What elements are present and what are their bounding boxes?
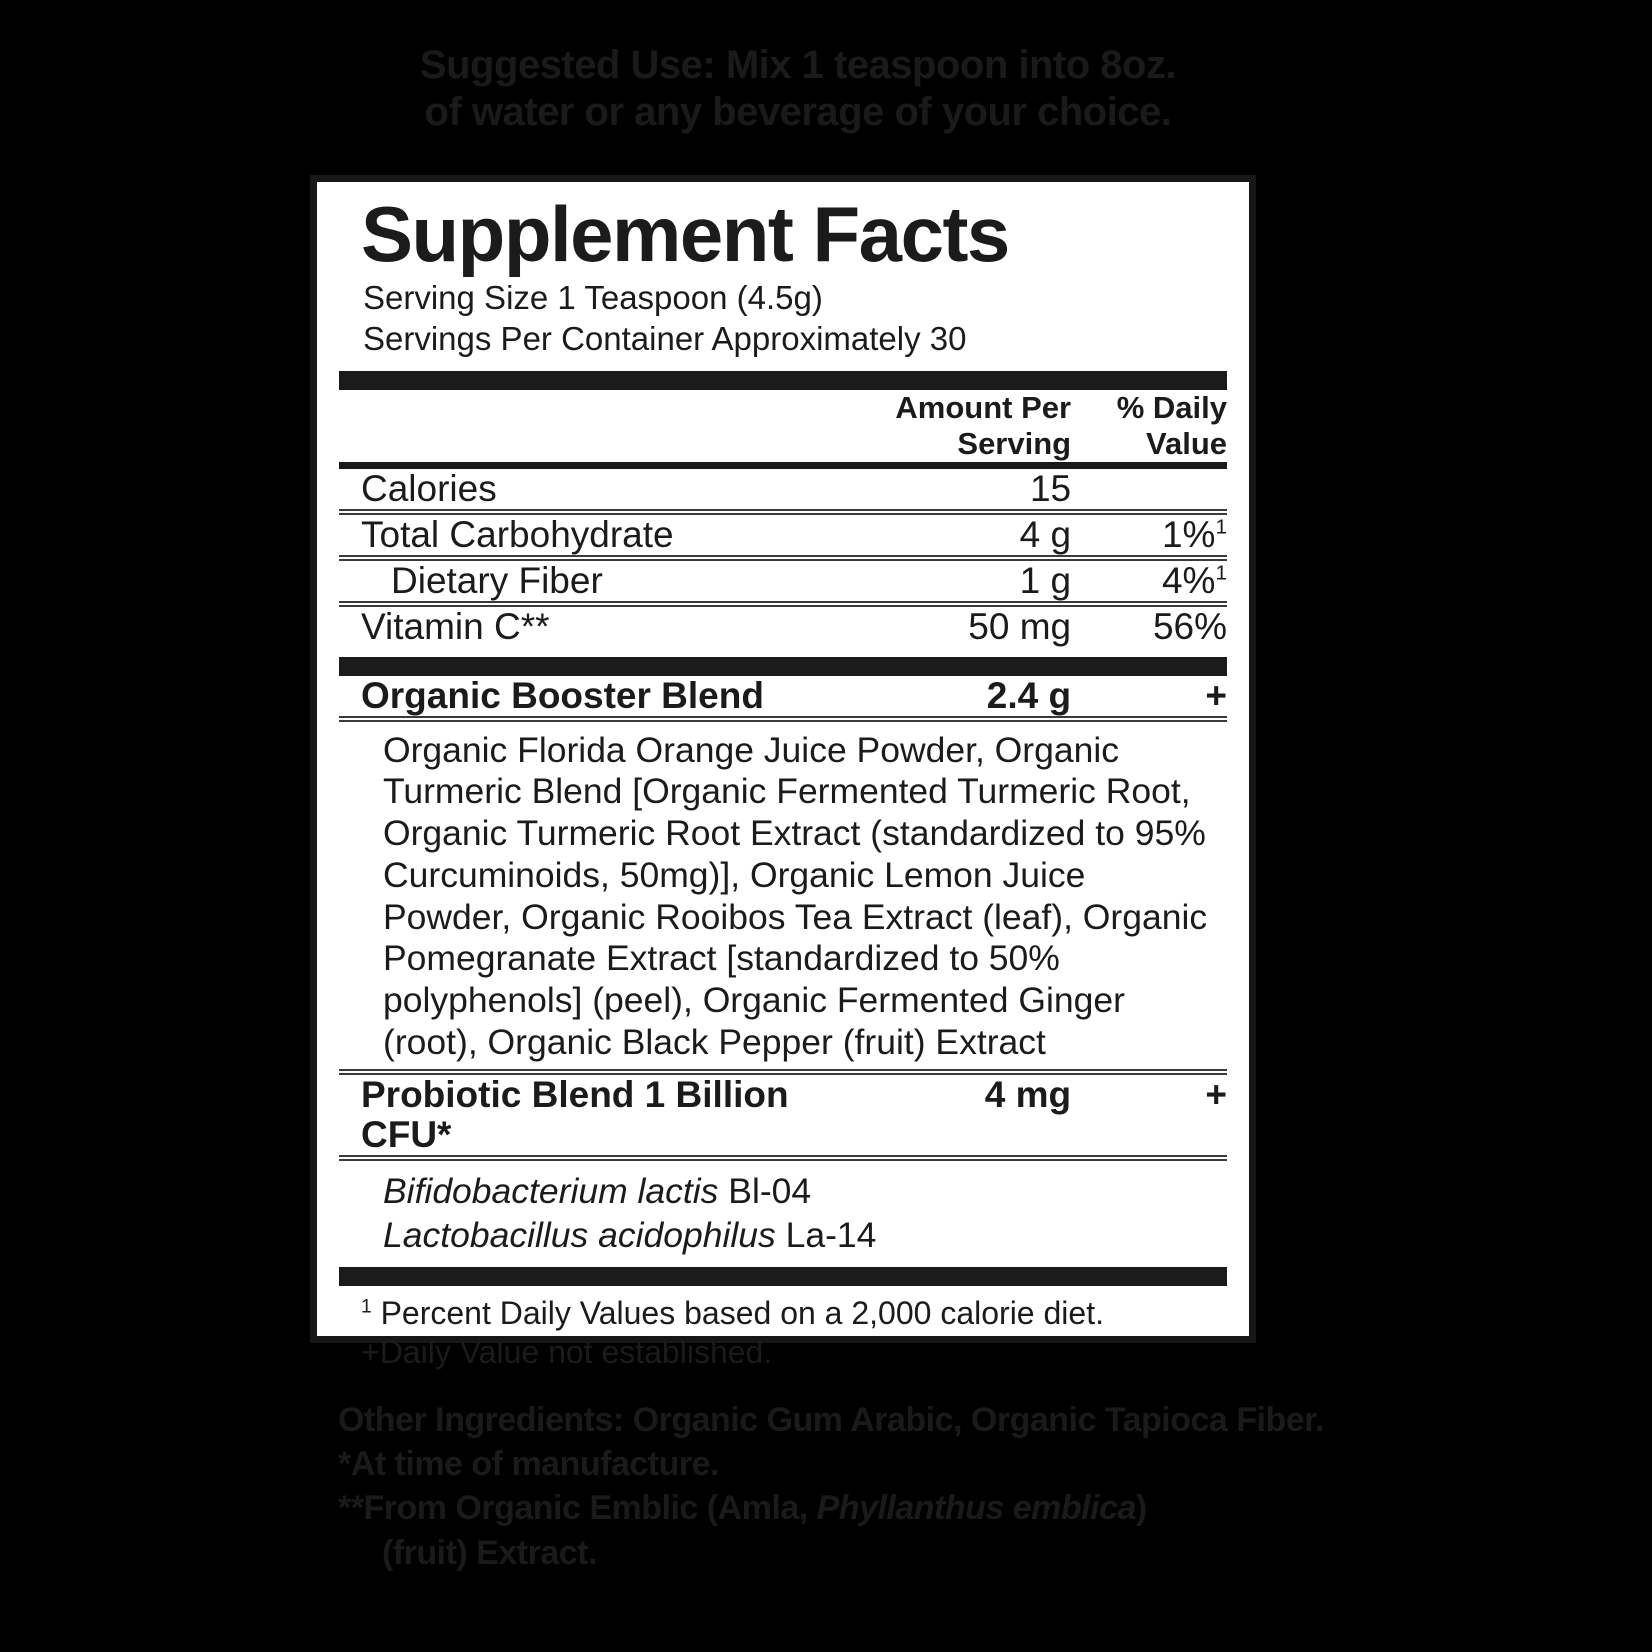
table-row: Dietary Fiber 1 g 4%1 bbox=[361, 559, 1227, 601]
suggested-use-line1: Mix 1 teaspoon into 8oz. bbox=[715, 43, 1177, 87]
nutrient-dv bbox=[1071, 469, 1227, 509]
booster-blend-ingredients: Organic Florida Orange Juice Powder, Org… bbox=[383, 729, 1208, 1062]
strain-species: Bifidobacterium lactis bbox=[383, 1171, 719, 1212]
header-blank bbox=[361, 390, 829, 462]
star-note-line: *At time of manufacture. bbox=[338, 1445, 719, 1484]
header-amount-per-serving: Amount Per Serving bbox=[895, 389, 1072, 461]
divider-row-3 bbox=[339, 600, 1227, 607]
table-row: Total Carbohydrate 4 g 1%1 bbox=[361, 513, 1227, 555]
nutrient-rows: Calories 15 bbox=[361, 467, 1227, 509]
strain-code: Bl-04 bbox=[718, 1171, 812, 1212]
nutrient-rows: Vitamin C** 50 mg 56% bbox=[361, 605, 1227, 647]
panel-footnotes: 1 Percent Daily Values based on a 2,000 … bbox=[361, 1286, 1227, 1372]
footnote-marker: 1 bbox=[361, 1296, 372, 1318]
serving-size: Serving Size 1 Teaspoon (4.5g) bbox=[363, 279, 823, 317]
table-row: Vitamin C** 50 mg 56% bbox=[361, 605, 1227, 647]
divider-row-2 bbox=[339, 554, 1227, 561]
divider-row-1 bbox=[339, 508, 1227, 515]
nutrient-dv: 4%1 bbox=[1161, 559, 1227, 601]
nutrition-table: Amount Per Serving % Daily Value bbox=[361, 390, 1227, 462]
probiotic-blend-row: Probiotic Blend 1 Billion CFU* 4 mg + bbox=[361, 1075, 1227, 1155]
suggested-use-line2: of water or any beverage of your choice. bbox=[424, 90, 1172, 135]
page-title: Supplement Facts bbox=[361, 190, 1010, 278]
nutrient-name: Calories bbox=[361, 467, 497, 509]
suggested-use-label: Suggested Use: bbox=[419, 43, 716, 87]
table-row: Organic Booster Blend 2.4 g + bbox=[361, 674, 1227, 716]
nutrient-amount: 50 mg bbox=[968, 605, 1072, 647]
nutrient-name: Dietary Fiber bbox=[391, 559, 603, 601]
strain-code: La-14 bbox=[775, 1215, 877, 1256]
double-star-note-line-2: (fruit) Extract. bbox=[382, 1533, 597, 1572]
booster-blend-row: Organic Booster Blend 2.4 g + bbox=[361, 674, 1227, 716]
strain-species: Lactobacillus acidophilus bbox=[383, 1215, 776, 1256]
other-ingredients-line: Other Ingredients: Organic Gum Arabic, O… bbox=[338, 1401, 1324, 1439]
booster-blend-name: Organic Booster Blend bbox=[361, 674, 764, 716]
divider-thick-top bbox=[339, 370, 1227, 390]
divider-probiotic bbox=[339, 1155, 1227, 1162]
nutrient-amount: 15 bbox=[1029, 467, 1072, 509]
nutrient-rows: Dietary Fiber 1 g 4%1 bbox=[361, 559, 1227, 601]
footnote-marker: 1 bbox=[1215, 515, 1227, 539]
booster-blend-amount: 2.4 g bbox=[986, 674, 1072, 716]
nutrient-amount: 4 g bbox=[1019, 513, 1072, 555]
divider-thick-footnotes bbox=[339, 1267, 1227, 1287]
nutrient-name: Total Carbohydrate bbox=[361, 513, 674, 555]
table-row: Probiotic Blend 1 Billion CFU* 4 mg + bbox=[361, 1075, 1227, 1155]
table-row: Calories 15 bbox=[361, 467, 1227, 509]
nutrient-rows: Total Carbohydrate 4 g 1%1 bbox=[361, 513, 1227, 555]
footnote-marker: 1 bbox=[1215, 561, 1227, 585]
list-item: Bifidobacterium lactis Bl-04 bbox=[383, 1169, 1227, 1213]
nutrient-amount: 1 g bbox=[1019, 559, 1072, 601]
bottom-notes-text: Other Ingredients: Organic Gum Arabic, O… bbox=[338, 1398, 1338, 1575]
booster-blend-dv: + bbox=[1205, 674, 1227, 716]
nutrient-name: Vitamin C** bbox=[361, 605, 550, 647]
supplement-facts-panel: Supplement Facts Serving Size 1 Teaspoon… bbox=[310, 175, 1256, 1370]
divider-probiotic-top bbox=[339, 1069, 1227, 1076]
probiotic-blend-name: Probiotic Blend 1 Billion CFU* bbox=[361, 1074, 789, 1156]
header-daily-value: % Daily Value bbox=[1116, 389, 1227, 461]
probiotic-blend-amount: 4 mg bbox=[984, 1074, 1072, 1116]
servings-per-container: Servings Per Container Approximately 30 bbox=[363, 319, 967, 357]
list-item: Lactobacillus acidophilus La-14 bbox=[383, 1213, 1227, 1257]
divider-booster bbox=[339, 715, 1227, 722]
double-star-note-line: **From Organic Emblic (Amla, Phyllanthus… bbox=[338, 1489, 1147, 1528]
probiotic-blend-dv: + bbox=[1205, 1074, 1227, 1116]
divider-med-under-header bbox=[339, 461, 1227, 469]
nutrient-dv: 56% bbox=[1152, 605, 1227, 647]
footnote-line-2: +Daily Value not established. bbox=[361, 1334, 773, 1371]
probiotic-strain-list: Bifidobacterium lactis Bl-04 Lactobacill… bbox=[339, 1169, 1227, 1257]
divider-thick-blends bbox=[339, 656, 1227, 676]
table-header-row: Amount Per Serving % Daily Value bbox=[361, 390, 1227, 462]
footnote-line-1: 1 Percent Daily Values based on a 2,000 … bbox=[361, 1295, 1104, 1332]
suggested-use-text: Suggested Use: Mix 1 teaspoon into 8oz. … bbox=[318, 42, 1278, 136]
nutrient-dv: 1%1 bbox=[1161, 513, 1227, 555]
